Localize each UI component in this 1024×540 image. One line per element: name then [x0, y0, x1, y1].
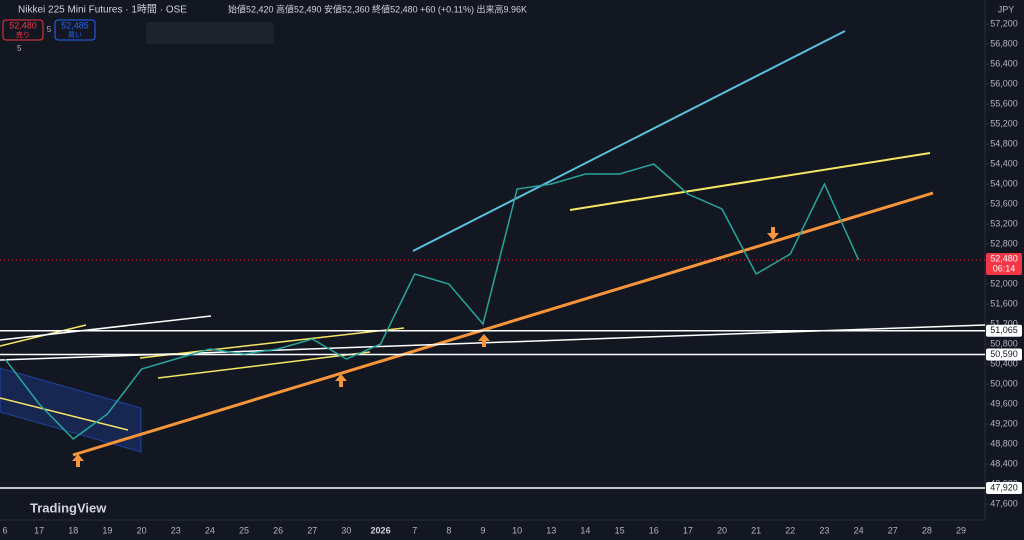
x-tick-label: 16 [649, 525, 659, 535]
horizontal-line-badge [986, 348, 1022, 361]
chart-title: Nikkei 225 Mini Futures · 1時間 · OSE [18, 4, 187, 16]
trend-line [0, 315, 212, 341]
y-tick-label: 47,600 [990, 498, 1018, 508]
arrows [72, 227, 779, 467]
y-tick-label: 55,200 [990, 118, 1018, 128]
y-tick-label: 56,400 [990, 58, 1018, 68]
x-tick-label: 26 [273, 525, 283, 535]
sell-price: 52,480 [9, 20, 37, 30]
x-tick-label: 8 [446, 525, 451, 535]
x-tick-label: 27 [888, 525, 898, 535]
horizontal-line-label: 51,065 [990, 325, 1018, 335]
x-tick-label: 30 [341, 525, 351, 535]
x-tick-label: 9 [480, 525, 485, 535]
y-tick-label: 52,000 [990, 278, 1018, 288]
x-tick-label: 23 [171, 525, 181, 535]
buy-price: 52,485 [61, 20, 89, 30]
buy-label: 買い [68, 31, 82, 39]
x-tick-label: 19 [102, 525, 112, 535]
buy-button[interactable] [54, 19, 96, 41]
horizontal-line-badge [986, 324, 1022, 337]
x-tick-label: 27 [307, 525, 317, 535]
x-tick-label: 13 [546, 525, 556, 535]
y-tick-label: 53,200 [990, 218, 1018, 228]
x-tick-label: 14 [580, 525, 590, 535]
y-tick-label: 53,600 [990, 198, 1018, 208]
indicator-count[interactable]: 5 [17, 44, 22, 53]
channel [0, 367, 142, 453]
trend-line [72, 191, 934, 457]
trend-line [157, 351, 371, 379]
y-tick-label: 55,600 [990, 98, 1018, 108]
y-tick-label: 50,400 [990, 358, 1018, 368]
y-tick-label: 56,800 [990, 38, 1018, 48]
y-tick-label: 48,800 [990, 438, 1018, 448]
x-tick-label: 7 [412, 525, 417, 535]
y-tick-label: 56,000 [990, 78, 1018, 88]
last-price-label: 52,480 [990, 253, 1018, 263]
x-tick-label: 20 [717, 525, 727, 535]
countdown: 06:14 [993, 263, 1016, 273]
x-tick-label: 21 [751, 525, 761, 535]
y-tick-label: 49,200 [990, 418, 1018, 428]
y-tick-label: 51,600 [990, 298, 1018, 308]
drawing-toolbar[interactable] [146, 22, 274, 44]
y-tick-label: 54,800 [990, 138, 1018, 148]
last-price-badge [986, 253, 1022, 275]
y-tick-label: 50,800 [990, 338, 1018, 348]
brand: TradingView [30, 500, 107, 515]
x-tick-label: 18 [68, 525, 78, 535]
horizontal-line-label: 47,920 [990, 482, 1018, 492]
x-tick-label: 25 [239, 525, 249, 535]
y-tick-label: 54,000 [990, 178, 1018, 188]
y-tick-label: 50,000 [990, 378, 1018, 388]
sell-button[interactable] [2, 19, 44, 41]
horizontal-line-badge [986, 482, 1022, 494]
y-tick-label: 54,400 [990, 158, 1018, 168]
x-tick-label: 17 [34, 525, 44, 535]
x-tick-label: 22 [785, 525, 795, 535]
x-tick-label: 2026 [371, 525, 391, 535]
x-tick-label: 10 [512, 525, 522, 535]
x-tick-label: 20 [137, 525, 147, 535]
y-tick-label: 48,400 [990, 458, 1018, 468]
trend-line [139, 327, 405, 359]
x-tick-label: 17 [683, 525, 693, 535]
x-tick-label: 15 [615, 525, 625, 535]
currency[interactable]: JPY [998, 4, 1015, 14]
y-tick-label: 57,200 [990, 18, 1018, 28]
trend-line [412, 30, 846, 252]
y-tick-label: 49,600 [990, 398, 1018, 408]
horizontal-line-label: 50,590 [990, 349, 1018, 359]
sell-label: 売り [16, 30, 30, 39]
y-tick-label: 52,800 [990, 238, 1018, 248]
trend-line [0, 397, 129, 431]
x-tick-label: 24 [205, 525, 215, 535]
x-tick-label: 23 [819, 525, 829, 535]
x-tick-label: 28 [922, 525, 932, 535]
price-line [4, 163, 860, 440]
x-tick-label: 24 [854, 525, 864, 535]
x-tick-label: 6 [2, 525, 7, 535]
ohlc: 始値52,420 高値52,490 安値52,360 終値52,480 +60 … [228, 3, 527, 14]
y-tick-label: 51,200 [990, 318, 1018, 328]
x-tick-label: 29 [956, 525, 966, 535]
trend-line [569, 152, 931, 211]
spread: 5 [47, 25, 52, 34]
